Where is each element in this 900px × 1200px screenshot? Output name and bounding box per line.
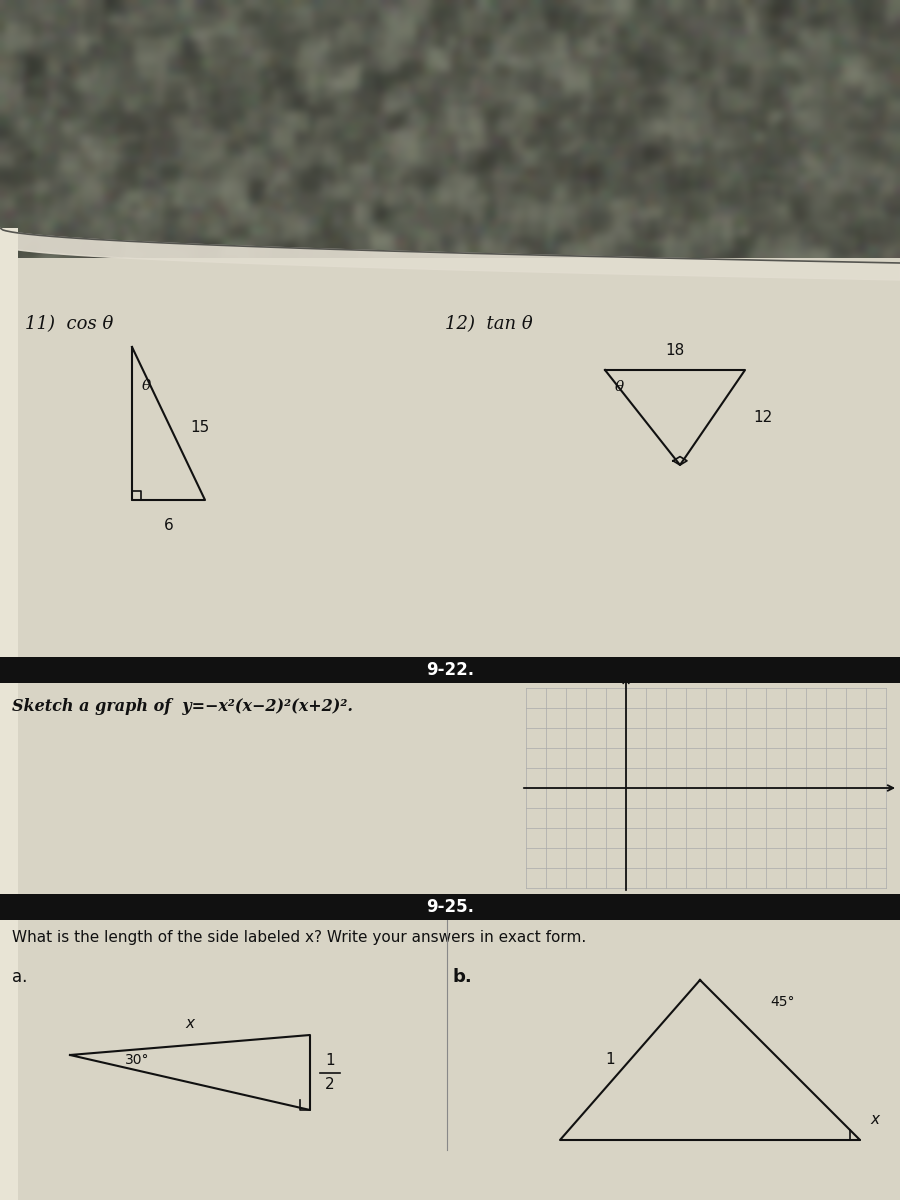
Text: 2: 2	[325, 1078, 335, 1092]
Text: x: x	[870, 1112, 879, 1128]
Text: What is the length of the side labeled x? Write your answers in exact form.: What is the length of the side labeled x…	[12, 930, 586, 946]
Text: b.: b.	[452, 968, 472, 986]
Text: 12)  tan θ: 12) tan θ	[445, 314, 533, 332]
Bar	[0, 258, 900, 1200]
Text: θ: θ	[615, 380, 624, 394]
Bar	[0, 228, 18, 1200]
Text: 1: 1	[325, 1054, 335, 1068]
Text: 9-22.: 9-22.	[426, 661, 474, 679]
Text: 12: 12	[753, 410, 772, 425]
Text: 30°: 30°	[125, 1054, 149, 1067]
Text: 45°: 45°	[770, 995, 795, 1009]
Bar	[0, 894, 900, 920]
Text: 18: 18	[665, 343, 685, 358]
Text: 15: 15	[190, 420, 209, 434]
Text: x: x	[185, 1016, 194, 1031]
Text: 6: 6	[164, 518, 174, 533]
Text: 1: 1	[606, 1052, 615, 1068]
Text: Sketch a graph of  y=−x²(x−2)²(x+2)².: Sketch a graph of y=−x²(x−2)²(x+2)².	[12, 698, 353, 715]
Bar	[0, 658, 900, 683]
Text: θ: θ	[142, 379, 151, 392]
Text: 9-25.: 9-25.	[426, 898, 474, 916]
Text: 11)  cos θ: 11) cos θ	[25, 314, 113, 332]
Text: a.: a.	[12, 968, 27, 986]
